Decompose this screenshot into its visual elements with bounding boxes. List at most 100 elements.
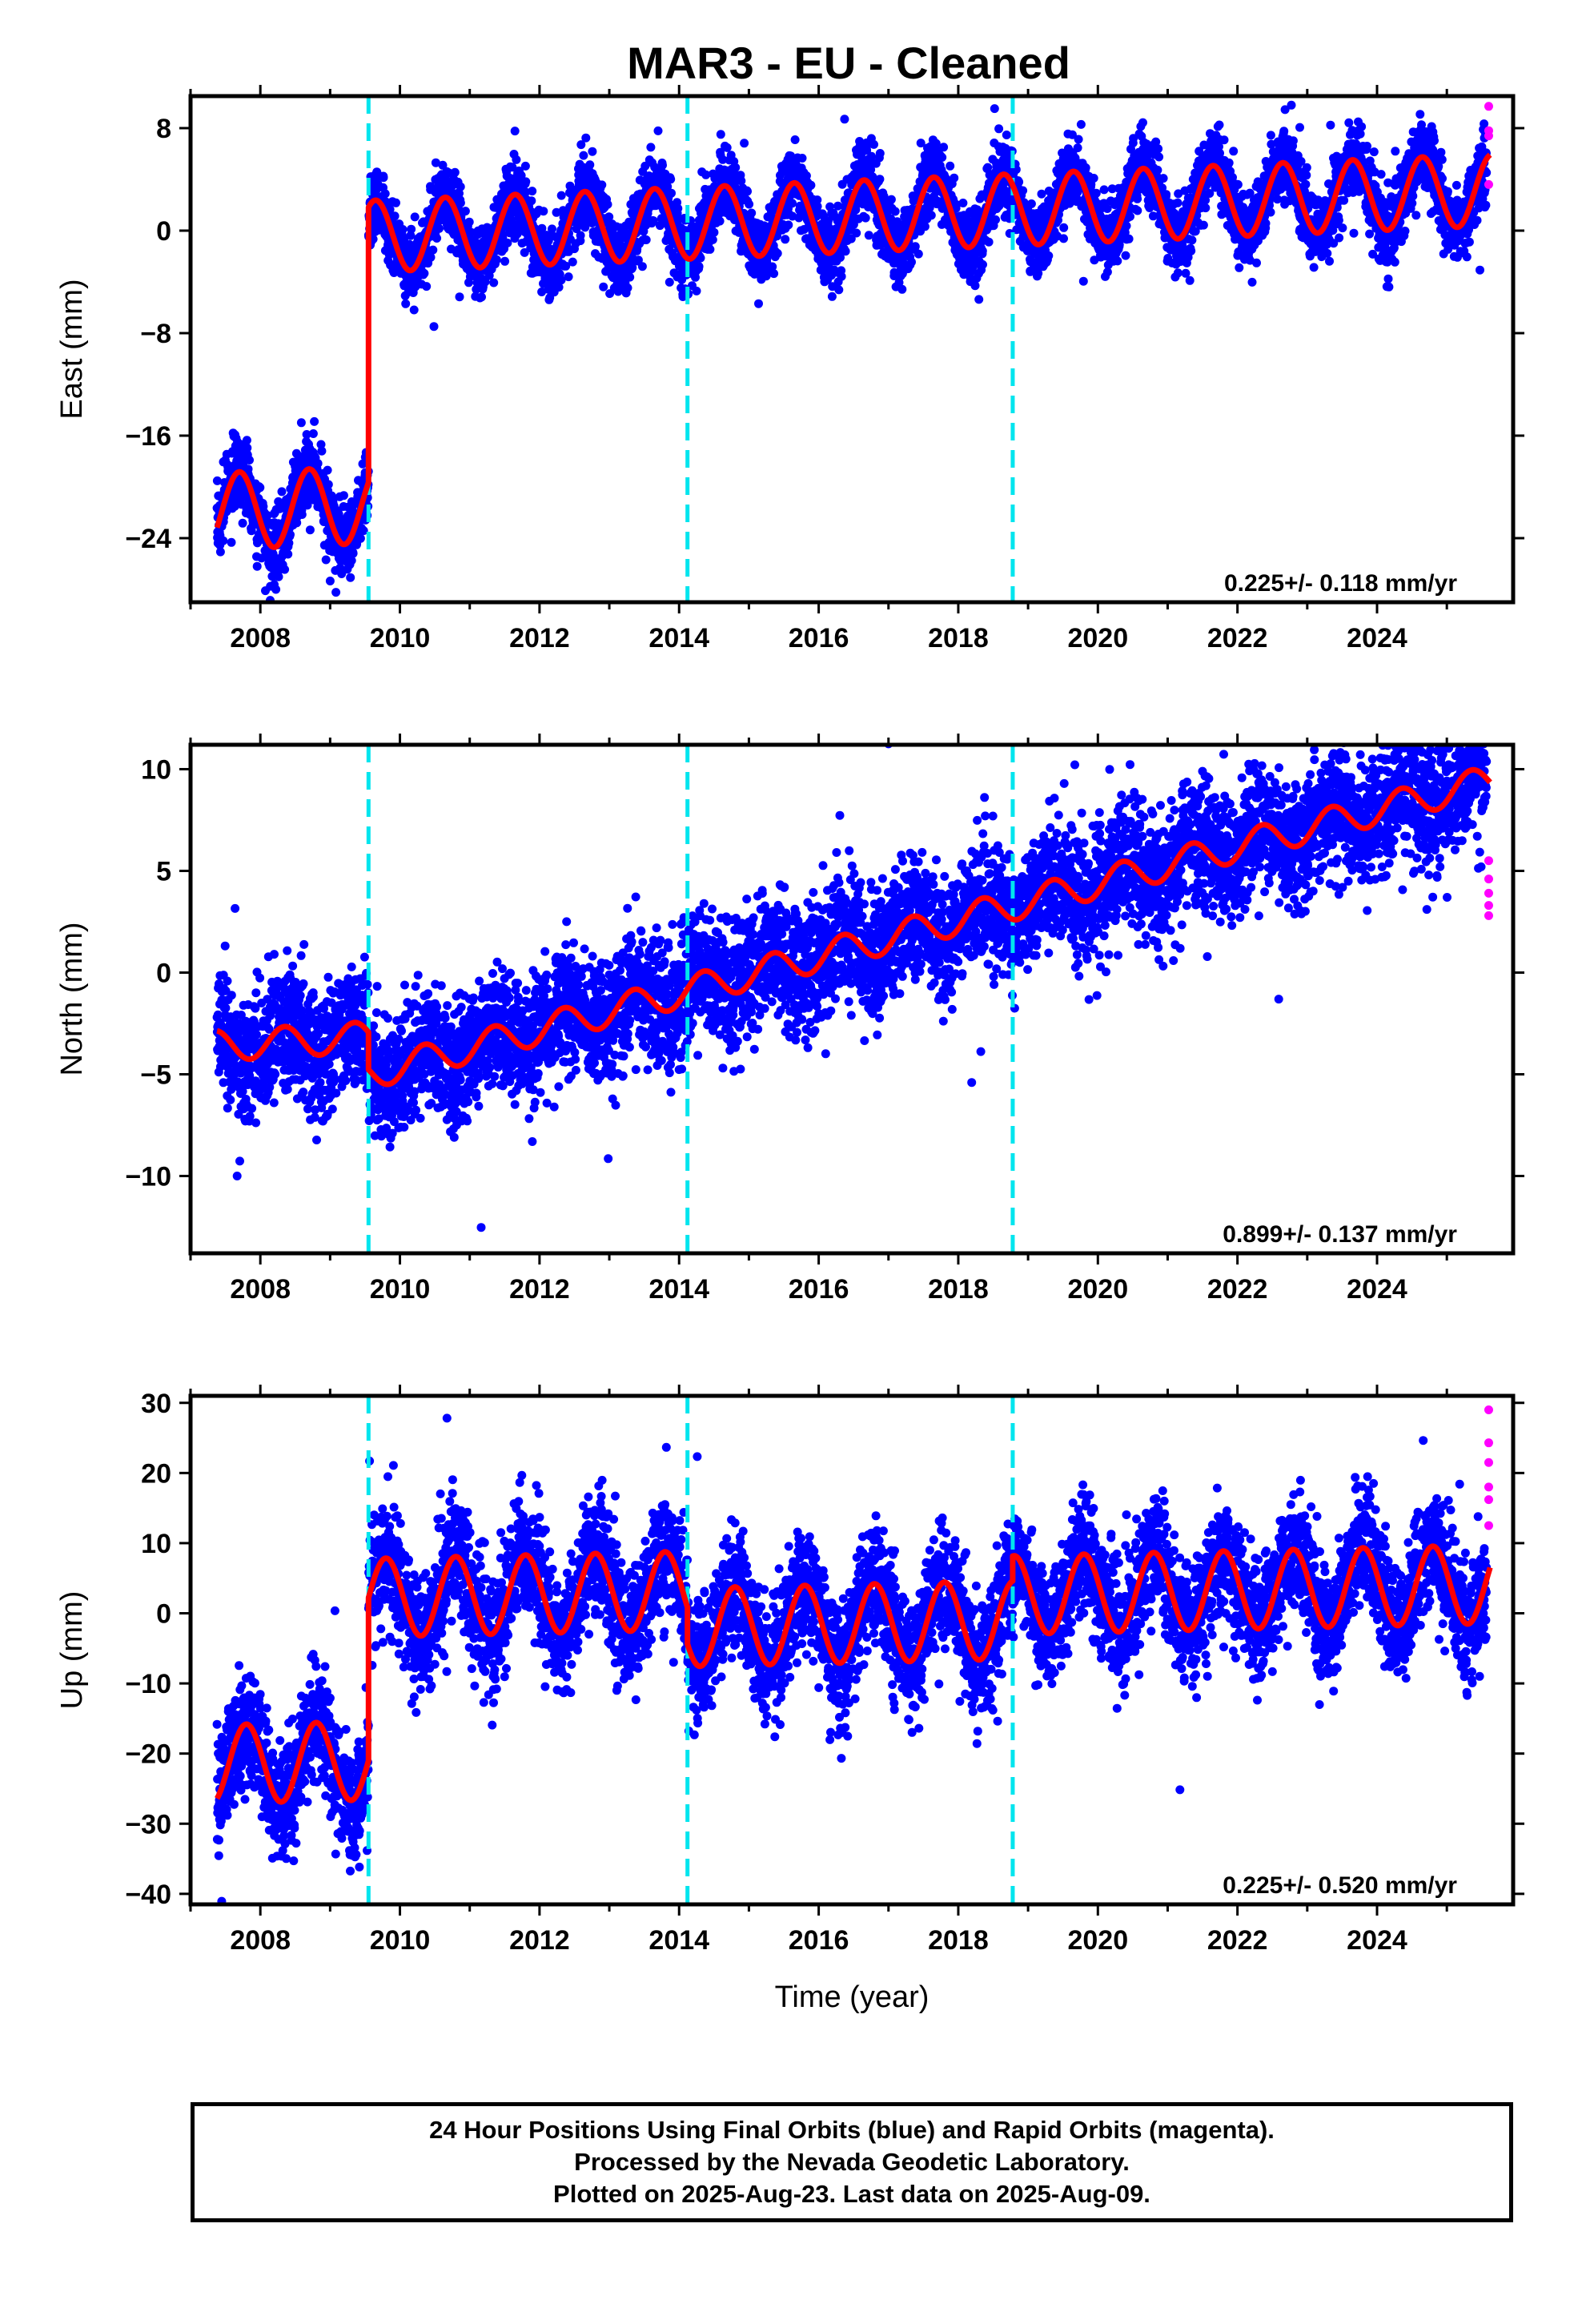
data-point [740,139,749,148]
data-point [401,299,411,308]
data-point [358,459,367,468]
data-point [422,282,432,292]
data-point [460,207,470,216]
data-point [331,588,341,597]
data-point [653,126,663,135]
data-point [861,213,870,223]
data-point [773,248,782,258]
data-point [492,255,501,264]
data-point [512,155,521,164]
data-point [271,585,281,594]
data-point [521,187,531,197]
data-point [974,295,984,304]
data-point [648,216,658,226]
data-point [886,195,896,204]
data-point [978,246,987,255]
data-point [585,160,595,170]
data-point [666,175,676,184]
data-point [1076,119,1086,129]
data-point [245,456,254,464]
data-point [390,211,400,221]
data-point [398,225,408,234]
data-point [747,208,757,218]
data-point [277,487,287,497]
data-point [243,443,252,452]
data-point [252,561,262,571]
data-point [788,199,797,208]
data-point [625,272,635,282]
data-point [599,282,608,292]
data-point [1018,186,1028,195]
data-point [875,175,885,184]
data-point [1162,190,1171,199]
data-point [323,465,332,475]
data-point [348,549,358,558]
data-point [797,154,807,163]
data-point [990,104,999,114]
data-point [410,212,420,222]
data-point [665,277,674,287]
data-point [897,284,907,294]
data-point [869,139,878,149]
data-point [1154,144,1163,154]
data-point [480,277,490,287]
data-point [500,256,510,266]
data-point [537,287,547,296]
data-point [958,199,968,207]
data-point [561,261,571,271]
data-point [1133,206,1142,215]
data-point [409,305,419,315]
data-point [978,259,987,269]
data-point [556,275,566,285]
data-point [310,416,319,426]
data-point [1059,223,1069,232]
data-point [242,436,251,445]
data-point [405,239,414,249]
data-point [646,143,656,152]
data-point [658,160,667,170]
final-orbit-points [212,96,1492,602]
data-point [1078,276,1088,286]
data-point [722,143,732,152]
data-point [1002,131,1011,139]
data-point [834,285,844,295]
data-point [489,278,499,287]
data-point [991,215,1000,224]
data-point [568,257,577,267]
data-point [477,292,486,302]
data-point [604,212,614,222]
data-point [939,143,949,152]
data-point [970,281,980,291]
data-point [716,130,725,139]
data-point [255,483,265,493]
data-point [667,188,676,198]
data-point [926,211,936,220]
data-point [1138,118,1147,127]
data-point [428,245,438,255]
data-point [715,216,725,226]
data-point [321,555,331,565]
data-point [806,180,816,190]
data-point [731,163,741,172]
data-point [286,530,295,540]
data-point [946,161,955,171]
data-point [435,223,444,233]
data-point [552,207,561,217]
data-point [346,573,355,582]
data-point [708,235,717,244]
data-point [280,565,290,574]
data-point [784,220,793,230]
data-point [603,199,612,209]
data-point [432,234,442,243]
data-point [503,238,512,247]
data-point [1059,234,1068,243]
data-point [1074,135,1083,144]
data-point [769,269,779,279]
data-point [890,207,900,216]
data-point [709,227,719,237]
data-point [1126,211,1134,221]
data-point [556,191,566,200]
data-point [297,510,307,519]
data-point [864,231,873,240]
data-point [296,418,306,428]
